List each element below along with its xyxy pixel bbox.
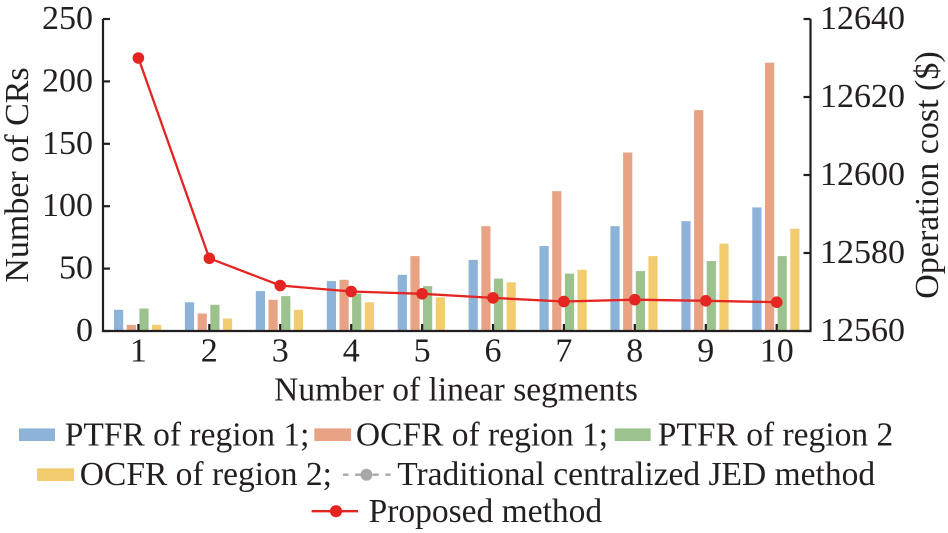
svg-text:12600: 12600 [820,156,905,193]
svg-text:100: 100 [42,187,93,224]
svg-text:10: 10 [760,333,794,370]
svg-text:200: 200 [42,62,93,99]
svg-text:4: 4 [343,333,360,370]
svg-text:8: 8 [626,333,643,370]
svg-text:Operation cost ($): Operation cost ($) [909,51,946,298]
svg-text:2: 2 [201,333,218,370]
svg-text:12580: 12580 [820,234,905,271]
svg-text:PTFR of region 1;: PTFR of region 1; [65,417,310,454]
svg-text:50: 50 [59,250,93,287]
svg-text:12620: 12620 [820,78,905,115]
svg-text:12640: 12640 [820,0,905,37]
svg-text:12560: 12560 [820,312,905,349]
svg-text:3: 3 [272,333,289,370]
svg-text:Proposed method: Proposed method [369,493,603,530]
svg-text:PTFR of region 2: PTFR of region 2 [658,417,893,454]
svg-text:7: 7 [555,333,572,370]
svg-text:0: 0 [76,312,93,349]
svg-text:1: 1 [130,333,147,370]
svg-text:Number of linear segments: Number of linear segments [274,372,638,409]
svg-text:OCFR of region 1;: OCFR of region 1; [356,417,608,454]
svg-text:6: 6 [485,333,502,370]
svg-text:150: 150 [42,125,93,162]
svg-text:9: 9 [697,333,714,370]
svg-text:OCFR of region 2;: OCFR of region 2; [80,456,332,493]
svg-text:250: 250 [42,0,93,37]
svg-text:Number of CRs: Number of CRs [0,67,36,282]
svg-text:Traditional centralized JED me: Traditional centralized JED method [397,456,875,493]
svg-text:5: 5 [414,333,431,370]
